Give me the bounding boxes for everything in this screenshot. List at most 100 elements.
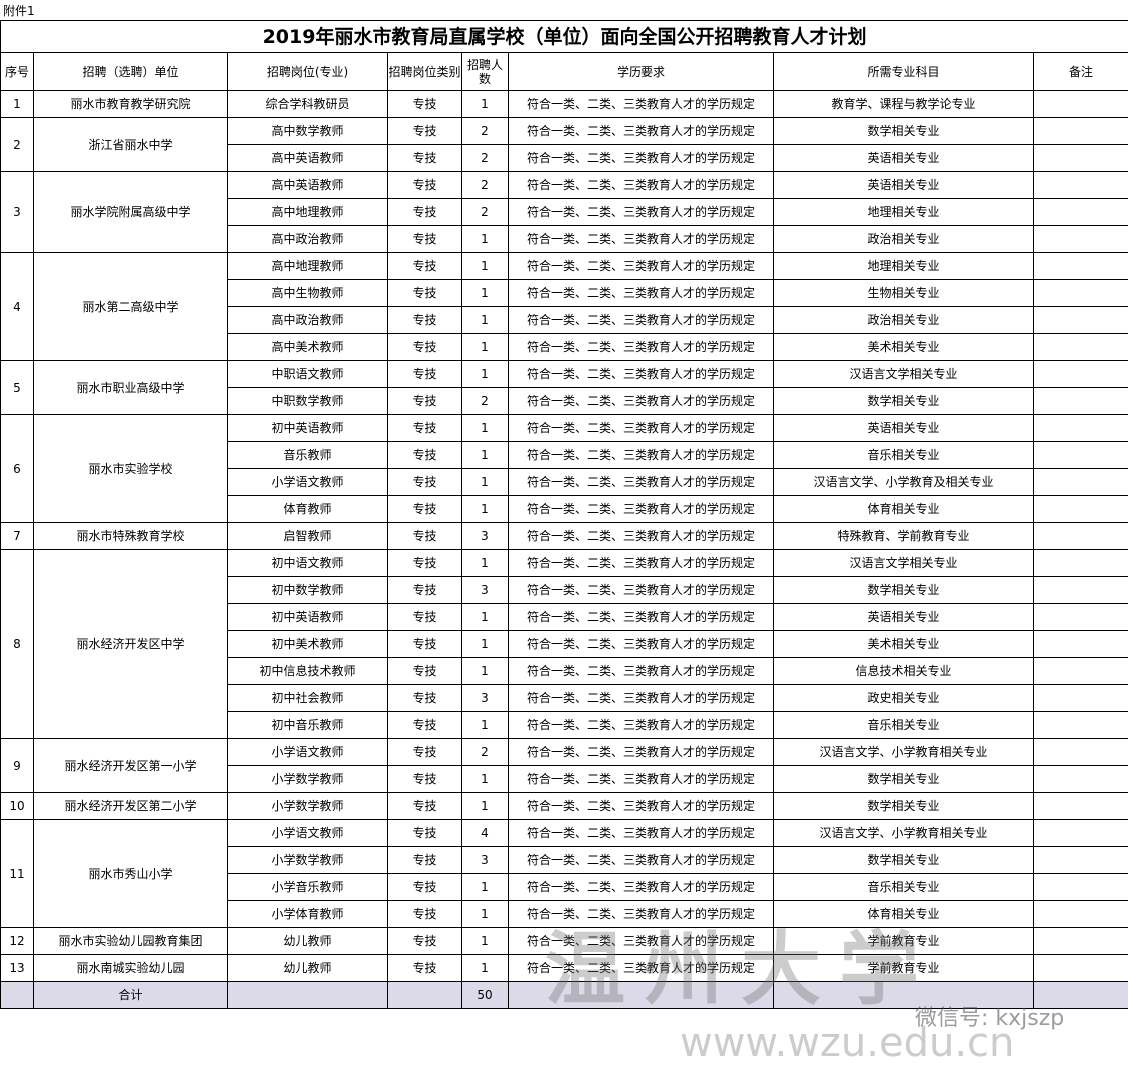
note: [1032, 198, 1128, 226]
post: 初中英语教师: [227, 414, 388, 442]
note: [1032, 90, 1128, 118]
major: 英语相关专业: [773, 171, 1034, 199]
category: 专技: [387, 711, 462, 739]
category: 专技: [387, 468, 462, 496]
major: 数学相关专业: [773, 846, 1034, 874]
post: 高中英语教师: [227, 144, 388, 172]
major: 英语相关专业: [773, 414, 1034, 442]
major: 英语相关专业: [773, 144, 1034, 172]
major: 地理相关专业: [773, 252, 1034, 280]
post: 小学数学教师: [227, 846, 388, 874]
post: 初中数学教师: [227, 576, 388, 604]
education: 符合一类、二类、三类教育人才的学历规定: [508, 954, 774, 982]
count: 1: [461, 954, 509, 982]
major: 政治相关专业: [773, 306, 1034, 334]
category: 专技: [387, 873, 462, 901]
education: 符合一类、二类、三类教育人才的学历规定: [508, 252, 774, 280]
header-cell: 招聘（选聘）单位: [33, 52, 228, 91]
major: 体育相关专业: [773, 495, 1034, 523]
table-row: 3 丽水学院附属高级中学 高中英语教师 专技 2 符合一类、二类、三类教育人才的学历规定英…: [0, 171, 1128, 253]
unit-name: 丽水经济开发区第一小学: [33, 738, 228, 793]
post: 小学语文教师: [227, 819, 388, 847]
category: 专技: [387, 792, 462, 820]
major: 音乐相关专业: [773, 711, 1034, 739]
unit-name: 丽水市特殊教育学校: [33, 522, 228, 550]
category: 专技: [387, 522, 462, 550]
post: 中职语文教师: [227, 360, 388, 388]
count: 2: [461, 738, 509, 766]
education: 符合一类、二类、三类教育人才的学历规定: [508, 198, 774, 226]
major: 汉语言文学、小学教育相关专业: [773, 819, 1034, 847]
post: 初中音乐教师: [227, 711, 388, 739]
unit-no: 3: [0, 171, 34, 253]
table-row: 13 丽水南城实验幼儿园 幼儿教师 专技 1 符合一类、二类、三类教育人才的学历规定 学前教…: [0, 954, 1128, 982]
note: [1032, 414, 1128, 442]
category: 专技: [387, 90, 462, 118]
post: 初中美术教师: [227, 630, 388, 658]
header-cell: 序号: [0, 52, 34, 91]
post: 幼儿教师: [227, 927, 388, 955]
category: 专技: [387, 576, 462, 604]
education: 符合一类、二类、三类教育人才的学历规定: [508, 819, 774, 847]
category: 专技: [387, 657, 462, 685]
education: 符合一类、二类、三类教育人才的学历规定: [508, 792, 774, 820]
table-row: 6 丽水市实验学校 初中英语教师 专技 1 符合一类、二类、三类教育人才的学历规定 英语相关…: [0, 414, 1128, 523]
note: [1032, 306, 1128, 334]
category: 专技: [387, 279, 462, 307]
table-row: 初中数学教师 专技 3 符合一类、二类、三类教育人才的学历规定 数学相关专业: [1, 576, 1128, 604]
count: 1: [461, 495, 509, 523]
unit-no: 7: [0, 522, 34, 550]
post: 高中地理教师: [227, 252, 388, 280]
unit-no: 10: [0, 792, 34, 820]
category: 专技: [387, 684, 462, 712]
education: 符合一类、二类、三类教育人才的学历规定: [508, 549, 774, 577]
note: [1032, 738, 1128, 766]
post: 初中语文教师: [227, 549, 388, 577]
count: 1: [461, 792, 509, 820]
education: 符合一类、二类、三类教育人才的学历规定: [508, 765, 774, 793]
count: 3: [461, 684, 509, 712]
education: 符合一类、二类、三类教育人才的学历规定: [508, 873, 774, 901]
note: [1032, 522, 1128, 550]
category: 专技: [387, 441, 462, 469]
count: 1: [461, 873, 509, 901]
education: 符合一类、二类、三类教育人才的学历规定: [508, 603, 774, 631]
unit-name: 丽水市实验幼儿园教育集团: [33, 927, 228, 955]
unit-name: 丽水市实验学校: [33, 414, 228, 523]
major: 音乐相关专业: [773, 441, 1034, 469]
major: 数学相关专业: [773, 387, 1034, 415]
note: [1032, 360, 1128, 388]
unit-name: 浙江省丽水中学: [33, 117, 228, 172]
count: 1: [461, 468, 509, 496]
count: 1: [461, 765, 509, 793]
note: [1032, 711, 1128, 739]
education: 符合一类、二类、三类教育人才的学历规定: [508, 576, 774, 604]
post: 体育教师: [227, 495, 388, 523]
major: 美术相关专业: [773, 630, 1034, 658]
major: 体育相关专业: [773, 900, 1034, 928]
major: 特殊教育、学前教育专业: [773, 522, 1034, 550]
table-row: 2 浙江省丽水中学 高中数学教师 专技 2 符合一类、二类、三类教育人才的学历规定 数学相关…: [0, 117, 1128, 172]
major: 信息技术相关专业: [773, 657, 1034, 685]
count: 1: [461, 252, 509, 280]
note: [1032, 684, 1128, 712]
unit-name: 丽水经济开发区第二小学: [33, 792, 228, 820]
table-row: 11 丽水市秀山小学 小学语文教师 专技 4 符合一类、二类、三类教育人才的学历规定 汉语言…: [0, 819, 1128, 928]
unit-no: 2: [0, 117, 34, 172]
table-row: 体育教师 专技 1 符合一类、二类、三类教育人才的学历规定 体育相关专业: [1, 495, 1128, 523]
table-row: 中职数学教师 专技 2 符合一类、二类、三类教育人才的学历规定 数学相关专业: [1, 387, 1128, 415]
major: 学前教育专业: [773, 954, 1034, 982]
unit-no: 11: [0, 819, 34, 928]
major: 美术相关专业: [773, 333, 1034, 361]
education: 符合一类、二类、三类教育人才的学历规定: [508, 630, 774, 658]
count: 2: [461, 144, 509, 172]
unit-no: 1: [0, 90, 34, 118]
table-row: 小学数学教师 专技 1 符合一类、二类、三类教育人才的学历规定 数学相关专业: [1, 765, 1128, 793]
post: 高中数学教师: [227, 117, 388, 145]
unit-no: 4: [0, 252, 34, 361]
unit-no: 5: [0, 360, 34, 415]
table-row: 5 丽水市职业高级中学 中职语文教师 专技 1 符合一类、二类、三类教育人才的学历规定 汉语…: [0, 360, 1128, 415]
category: 专技: [387, 630, 462, 658]
table-row: 10 丽水经济开发区第二小学 小学数学教师 专技 1 符合一类、二类、三类教育人才的学历规…: [0, 792, 1128, 820]
post: 高中美术教师: [227, 333, 388, 361]
